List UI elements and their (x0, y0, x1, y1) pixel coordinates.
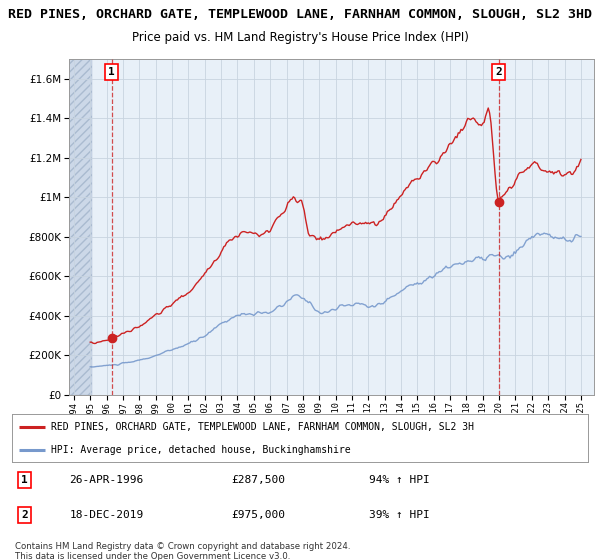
Text: RED PINES, ORCHARD GATE, TEMPLEWOOD LANE, FARNHAM COMMON, SLOUGH, SL2 3HD: RED PINES, ORCHARD GATE, TEMPLEWOOD LANE… (8, 8, 592, 21)
Text: £287,500: £287,500 (231, 475, 285, 485)
Text: 26-APR-1996: 26-APR-1996 (70, 475, 144, 485)
Text: £975,000: £975,000 (231, 510, 285, 520)
Text: RED PINES, ORCHARD GATE, TEMPLEWOOD LANE, FARNHAM COMMON, SLOUGH, SL2 3H: RED PINES, ORCHARD GATE, TEMPLEWOOD LANE… (51, 422, 474, 432)
Text: 1: 1 (108, 67, 115, 77)
Bar (69, 59, 92, 395)
Text: 2: 2 (21, 510, 28, 520)
Text: 18-DEC-2019: 18-DEC-2019 (70, 510, 144, 520)
Text: Price paid vs. HM Land Registry's House Price Index (HPI): Price paid vs. HM Land Registry's House … (131, 31, 469, 44)
Text: 39% ↑ HPI: 39% ↑ HPI (369, 510, 430, 520)
Text: HPI: Average price, detached house, Buckinghamshire: HPI: Average price, detached house, Buck… (51, 445, 351, 455)
Text: Contains HM Land Registry data © Crown copyright and database right 2024.
This d: Contains HM Land Registry data © Crown c… (15, 542, 350, 560)
Text: 1: 1 (21, 475, 28, 485)
Text: 2: 2 (495, 67, 502, 77)
Text: 94% ↑ HPI: 94% ↑ HPI (369, 475, 430, 485)
